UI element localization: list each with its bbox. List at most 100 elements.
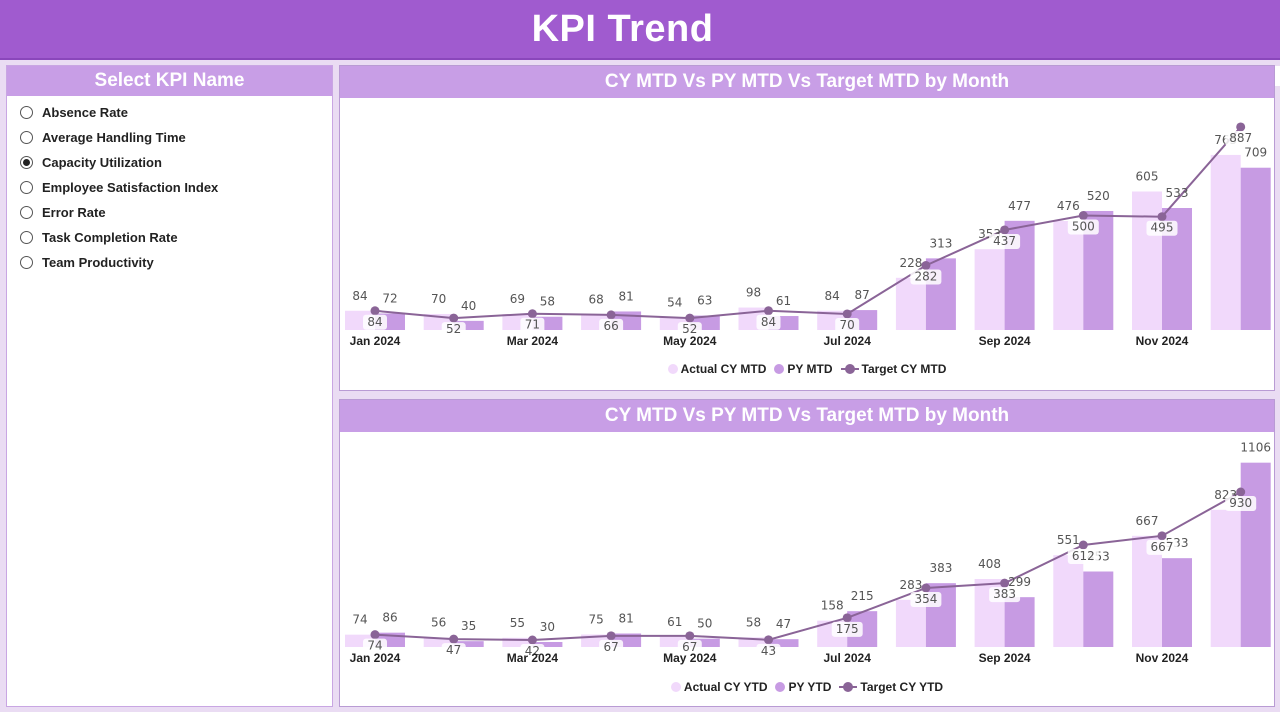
data-label-actual: 56 [431, 616, 446, 630]
data-label-target-bg [1067, 219, 1099, 235]
target-point [449, 313, 459, 323]
slicer-item-average-handling-time[interactable]: Average Handling Time [7, 125, 332, 150]
slicer-item-employee-satisfaction-index[interactable]: Employee Satisfaction Index [7, 175, 332, 200]
radio-button[interactable] [20, 181, 33, 194]
target-point [842, 309, 852, 319]
target-point [1236, 487, 1246, 497]
data-label-target-bg [989, 233, 1021, 249]
radio-button[interactable] [20, 131, 33, 144]
data-label-target-bg [910, 592, 942, 607]
data-label-target: 67 [603, 640, 618, 654]
slicer-list: Absence Rate Average Handling Time Capac… [7, 96, 332, 275]
x-tick-label: Sep 2024 [979, 334, 1031, 348]
slicer-item-label: Capacity Utilization [42, 155, 162, 170]
x-tick-label: Nov 2024 [1136, 334, 1189, 348]
data-label-actual: 69 [510, 292, 525, 306]
bar-actual [502, 637, 533, 647]
data-label-actual: 54 [667, 296, 682, 310]
data-label-target: 175 [836, 622, 859, 636]
target-point [764, 635, 773, 645]
bar-actual [1210, 154, 1241, 330]
data-label-target-bg [677, 322, 702, 338]
mtd-chart-panel: CY MTD Vs PY MTD Vs Target MTD by Month … [339, 65, 1275, 391]
chart-legend: Actual CY YTD PY YTD Target CY YTD [340, 680, 1274, 694]
legend-item-py[interactable]: PY YTD [775, 680, 831, 694]
bar-actual [1132, 191, 1162, 330]
slicer-item-label: Average Handling Time [42, 130, 186, 145]
data-label-py: 40 [461, 299, 476, 313]
data-label-actual: 283 [899, 578, 922, 592]
data-label-target-bg [599, 639, 624, 655]
data-label-target-bg [1225, 130, 1257, 146]
radio-button[interactable] [20, 256, 33, 269]
data-label-py: 47 [776, 617, 791, 631]
legend-swatch-actual [670, 682, 681, 692]
bar-py [1240, 462, 1271, 647]
radio-button[interactable] [20, 206, 33, 219]
slicer-item-task-completion-rate[interactable]: Task Completion Rate [7, 225, 332, 250]
target-point [1000, 225, 1010, 235]
data-label-actual: 58 [746, 615, 761, 629]
data-label-actual: 408 [978, 557, 1001, 571]
data-label-target-bg [441, 643, 466, 659]
radio-button[interactable] [20, 231, 33, 244]
slicer-item-team-productivity[interactable]: Team Productivity [7, 250, 332, 275]
data-label-actual: 551 [1057, 533, 1080, 547]
bar-py [1240, 167, 1271, 330]
data-label-py: 50 [697, 617, 712, 631]
target-point [685, 631, 695, 641]
data-label-target-bg [677, 639, 702, 655]
slicer-item-label: Task Completion Rate [42, 230, 178, 245]
target-point [606, 631, 616, 641]
page-title: KPI Trend [531, 8, 714, 50]
data-label-target: 47 [446, 643, 461, 657]
target-point [764, 306, 773, 316]
data-label-target: 71 [525, 318, 540, 332]
data-label-target-bg [520, 644, 545, 659]
data-label-py: 58 [540, 295, 555, 309]
slicer-item-capacity-utilization[interactable]: Capacity Utilization [7, 150, 332, 175]
target-point [1157, 531, 1167, 541]
legend-label: Actual CY YTD [683, 680, 768, 694]
target-point [921, 583, 931, 593]
slicer-item-error-rate[interactable]: Error Rate [7, 200, 332, 225]
target-point [527, 635, 537, 645]
radio-button[interactable] [20, 156, 33, 169]
data-label-actual: 55 [510, 616, 525, 630]
target-point [1000, 578, 1010, 588]
target-point [921, 260, 931, 270]
legend-item-py[interactable]: PY MTD [774, 362, 833, 376]
legend-item-target[interactable]: Target CY YTD [839, 680, 943, 694]
slicer-item-absence-rate[interactable]: Absence Rate [7, 100, 332, 125]
data-label-actual: 84 [825, 289, 840, 303]
target-point [1078, 211, 1088, 221]
data-label-target-bg [756, 643, 781, 659]
data-label-target: 495 [1151, 221, 1174, 235]
x-tick-label: May 2024 [663, 334, 717, 348]
data-label-actual: 68 [588, 292, 603, 306]
data-label-target: 84 [761, 315, 776, 329]
data-label-target-bg [989, 587, 1021, 603]
legend-item-actual[interactable]: Actual CY YTD [670, 680, 768, 694]
legend-swatch-py [775, 682, 786, 692]
bar-actual [423, 637, 454, 647]
radio-button[interactable] [20, 106, 33, 119]
data-label-py: 63 [697, 294, 712, 308]
data-label-target-bg [756, 314, 781, 330]
target-line [374, 491, 1242, 642]
legend-item-target[interactable]: Target CY MTD [840, 362, 946, 376]
legend-item-actual[interactable]: Actual CY MTD [667, 362, 766, 376]
target-point [449, 634, 459, 644]
data-label-target-bg [910, 269, 942, 285]
bar-actual [895, 277, 926, 330]
bar-actual [974, 249, 1005, 330]
data-label-target: 67 [682, 640, 697, 654]
data-label-py: 383 [929, 561, 952, 575]
data-label-target: 52 [446, 322, 461, 336]
bar-py [453, 641, 484, 647]
data-label-actual: 228 [899, 256, 922, 270]
legend-swatch-target [839, 682, 858, 692]
kpi-slicer: Select KPI Name Absence Rate Average Han… [6, 65, 333, 707]
data-label-target: 887 [1229, 131, 1252, 145]
